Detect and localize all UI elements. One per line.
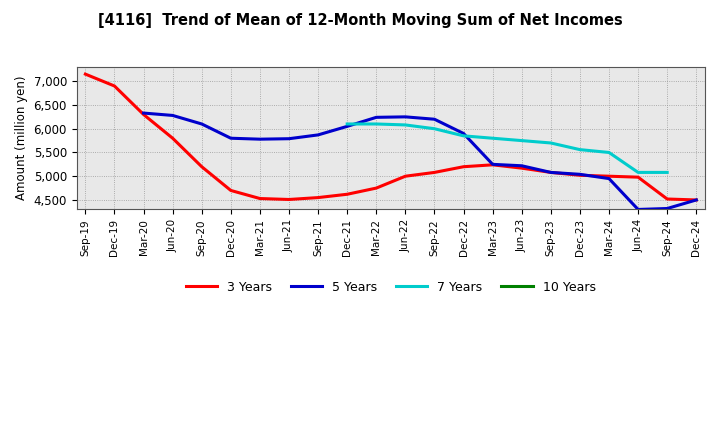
3 Years bbox=[401, 173, 410, 179]
5 Years bbox=[372, 115, 381, 120]
3 Years bbox=[546, 170, 555, 175]
3 Years bbox=[692, 197, 701, 202]
5 Years bbox=[401, 114, 410, 120]
5 Years bbox=[430, 117, 438, 122]
3 Years bbox=[488, 162, 497, 168]
7 Years bbox=[518, 138, 526, 143]
5 Years bbox=[139, 110, 148, 116]
3 Years bbox=[284, 197, 293, 202]
3 Years bbox=[81, 71, 90, 77]
3 Years bbox=[372, 185, 381, 191]
5 Years bbox=[227, 136, 235, 141]
3 Years bbox=[575, 172, 584, 178]
3 Years bbox=[634, 175, 642, 180]
7 Years bbox=[430, 126, 438, 132]
Legend: 3 Years, 5 Years, 7 Years, 10 Years: 3 Years, 5 Years, 7 Years, 10 Years bbox=[181, 275, 600, 298]
3 Years bbox=[110, 83, 119, 88]
7 Years bbox=[343, 121, 351, 127]
5 Years bbox=[692, 197, 701, 202]
Line: 5 Years: 5 Years bbox=[143, 113, 696, 209]
Line: 7 Years: 7 Years bbox=[347, 124, 667, 172]
3 Years bbox=[168, 136, 177, 141]
3 Years bbox=[430, 170, 438, 175]
7 Years bbox=[663, 170, 672, 175]
7 Years bbox=[459, 133, 468, 139]
5 Years bbox=[343, 124, 351, 129]
3 Years bbox=[197, 164, 206, 169]
7 Years bbox=[372, 121, 381, 127]
3 Years bbox=[139, 112, 148, 117]
5 Years bbox=[197, 121, 206, 127]
7 Years bbox=[401, 122, 410, 128]
5 Years bbox=[488, 162, 497, 167]
3 Years bbox=[459, 164, 468, 169]
5 Years bbox=[634, 207, 642, 212]
Y-axis label: Amount (million yen): Amount (million yen) bbox=[15, 76, 28, 201]
3 Years bbox=[605, 173, 613, 179]
5 Years bbox=[459, 131, 468, 136]
7 Years bbox=[634, 170, 642, 175]
5 Years bbox=[314, 132, 323, 138]
5 Years bbox=[284, 136, 293, 141]
3 Years bbox=[314, 195, 323, 200]
7 Years bbox=[575, 147, 584, 152]
5 Years bbox=[575, 172, 584, 177]
5 Years bbox=[518, 163, 526, 169]
3 Years bbox=[227, 188, 235, 193]
Text: [4116]  Trend of Mean of 12-Month Moving Sum of Net Incomes: [4116] Trend of Mean of 12-Month Moving … bbox=[98, 13, 622, 28]
3 Years bbox=[256, 196, 264, 201]
3 Years bbox=[663, 196, 672, 202]
5 Years bbox=[605, 176, 613, 181]
5 Years bbox=[546, 170, 555, 175]
3 Years bbox=[343, 191, 351, 197]
5 Years bbox=[256, 136, 264, 142]
7 Years bbox=[546, 140, 555, 146]
7 Years bbox=[605, 150, 613, 155]
5 Years bbox=[663, 206, 672, 211]
3 Years bbox=[518, 165, 526, 171]
Line: 3 Years: 3 Years bbox=[86, 74, 696, 200]
7 Years bbox=[488, 136, 497, 141]
5 Years bbox=[168, 113, 177, 118]
